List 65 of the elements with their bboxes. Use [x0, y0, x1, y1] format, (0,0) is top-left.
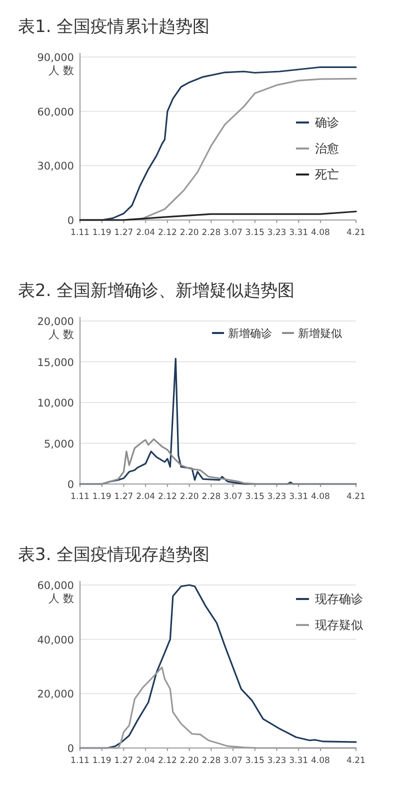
x-tick-label: 1.27 [114, 492, 134, 502]
y-tick-label: 15,000 [37, 356, 74, 369]
x-tick-label: 1.19 [92, 756, 112, 766]
x-tick-label: 2.28 [202, 756, 221, 766]
x-tick-label: 2.12 [158, 492, 177, 502]
x-tick-label: 4.21 [346, 492, 366, 502]
chart-title: 表3. 全国疫情现存趋势图 [18, 545, 210, 565]
legend-label: 现存确诊 [315, 592, 363, 606]
x-tick-label: 3.15 [245, 492, 264, 502]
y-tick-label: 60,000 [37, 106, 74, 118]
x-tick-label: 2.04 [136, 492, 156, 502]
x-tick-label: 3.23 [267, 492, 286, 502]
x-tick-label: 2.28 [202, 492, 221, 502]
x-tick-label: 2.20 [180, 756, 199, 766]
x-tick-label: 4.08 [311, 756, 330, 766]
y-tick-label: 0 [67, 215, 74, 227]
x-tick-label: 3.07 [224, 228, 242, 238]
x-tick-label: 2.04 [136, 756, 156, 766]
y-tick-label: 90,000 [37, 52, 74, 64]
x-tick-label: 3.15 [245, 756, 264, 766]
y-axis-title: 人 数 [48, 64, 74, 77]
y-tick-label: 0 [67, 479, 74, 491]
x-tick-label: 4.08 [311, 492, 330, 502]
y-tick-label: 10,000 [37, 398, 74, 410]
x-tick-label: 1.27 [114, 756, 134, 766]
legend-label: 新增确诊 [228, 327, 272, 340]
x-tick-label: 1.11 [70, 228, 90, 238]
y-tick-label: 5,000 [44, 438, 74, 450]
x-tick-label: 2.20 [180, 228, 199, 238]
x-tick-label: 2.12 [158, 228, 177, 238]
x-tick-label: 1.19 [92, 228, 112, 238]
x-tick-label: 2.20 [180, 492, 199, 502]
legend-label: 治愈 [315, 142, 339, 156]
legend-label: 死亡 [315, 168, 339, 182]
y-axis-title: 人 数 [48, 328, 74, 341]
x-tick-label: 4.21 [346, 756, 366, 766]
y-tick-label: 20,000 [37, 688, 74, 701]
legend-label: 现存疑似 [315, 618, 363, 632]
y-tick-label: 20,000 [37, 316, 74, 328]
chart-title: 表2. 全国新增确诊、新增疑似趋势图 [18, 281, 295, 301]
y-tick-label: 60,000 [37, 580, 74, 592]
x-tick-label: 1.19 [92, 492, 112, 502]
x-tick-label: 1.11 [70, 492, 90, 502]
y-tick-label: 40,000 [37, 634, 74, 646]
x-tick-label: 3.07 [224, 492, 242, 502]
legend-label: 新增疑似 [298, 327, 342, 340]
x-tick-label: 3.23 [267, 228, 286, 238]
chart-title: 表1. 全国疫情累计趋势图 [18, 17, 210, 37]
x-tick-label: 3.31 [289, 228, 308, 238]
x-tick-label: 3.31 [289, 492, 308, 502]
x-tick-label: 4.08 [311, 228, 330, 238]
y-tick-label: 0 [67, 743, 74, 755]
x-tick-label: 4.21 [346, 228, 366, 238]
x-tick-label: 3.15 [245, 228, 264, 238]
x-tick-label: 3.23 [267, 756, 286, 766]
legend-label: 确诊 [314, 116, 339, 130]
y-axis-title: 人 数 [48, 592, 74, 605]
y-tick-label: 30,000 [37, 160, 74, 173]
x-tick-label: 1.11 [70, 756, 90, 766]
x-tick-label: 2.04 [136, 228, 156, 238]
x-tick-label: 3.31 [289, 756, 308, 766]
x-tick-label: 1.27 [114, 228, 134, 238]
x-tick-label: 2.28 [202, 228, 221, 238]
x-tick-label: 3.07 [224, 756, 242, 766]
x-tick-label: 2.12 [158, 756, 177, 766]
